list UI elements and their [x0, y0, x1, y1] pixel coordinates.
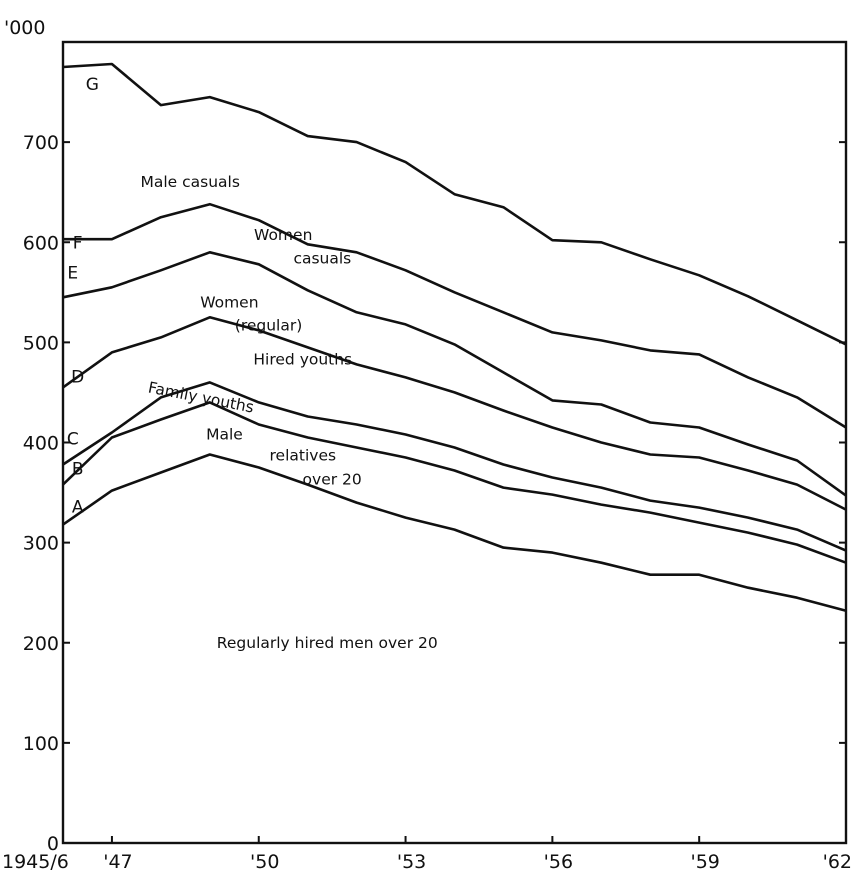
- y-axis: 0 100 200 300 400 500 600 700: [23, 132, 846, 855]
- band-label: Regularly hired men over 20: [217, 634, 438, 652]
- y-tick-label: 500: [23, 332, 59, 354]
- band-label: Male: [206, 425, 243, 443]
- x-tick-label: '47: [103, 851, 132, 873]
- band-label: over 20: [303, 471, 362, 489]
- series-lines: [62, 62, 847, 612]
- y-unit-label: '000: [4, 17, 46, 39]
- y-tick-label: 300: [23, 533, 59, 555]
- x-tick-label: '56: [544, 851, 573, 873]
- band-label: Male casuals: [141, 173, 240, 191]
- series-line-a: [62, 453, 847, 612]
- plot-frame: [61, 40, 848, 845]
- x-tick-label: 1945/6: [2, 851, 69, 873]
- x-axis: 1945/6 '47 '50 '53 '56 '59 '62: [2, 836, 852, 873]
- series-line-d: [62, 315, 847, 511]
- line-letter-c: C: [67, 430, 79, 450]
- line-letter-f: F: [73, 233, 83, 253]
- line-letter-g: G: [86, 75, 99, 95]
- series-line-f: [63, 202, 847, 429]
- band-labels: Regularly hired men over 20 Male relatives…: [141, 173, 438, 652]
- x-tick-label: '59: [690, 851, 719, 873]
- band-label: Women: [200, 293, 258, 311]
- line-letters: ABC D EF G: [67, 75, 99, 518]
- band-label: relatives: [270, 447, 337, 465]
- x-tick-label: '53: [397, 851, 426, 873]
- y-tick-label: 400: [23, 433, 59, 455]
- line-letter-d: D: [71, 367, 84, 387]
- y-tick-label: 0: [47, 833, 59, 855]
- y-tick-label: 600: [23, 232, 59, 254]
- line-letter-b: B: [72, 460, 84, 480]
- y-tick-label: 700: [23, 132, 59, 154]
- x-tick-label: '62: [823, 851, 852, 873]
- band-label: casuals: [293, 249, 351, 267]
- x-tick-label: '50: [250, 851, 279, 873]
- line-letter-e: E: [67, 263, 78, 283]
- series-line-b: [62, 401, 847, 564]
- band-label: (regular): [235, 316, 303, 334]
- y-tick-label: 100: [23, 733, 59, 755]
- y-tick-label: 200: [23, 633, 59, 655]
- series-line-c: [62, 381, 847, 552]
- series-line-e: [62, 251, 847, 497]
- line-letter-a: A: [72, 498, 84, 518]
- band-label: Women: [254, 226, 312, 244]
- series-line-g: [62, 62, 847, 346]
- band-label: Hired youths: [253, 350, 352, 368]
